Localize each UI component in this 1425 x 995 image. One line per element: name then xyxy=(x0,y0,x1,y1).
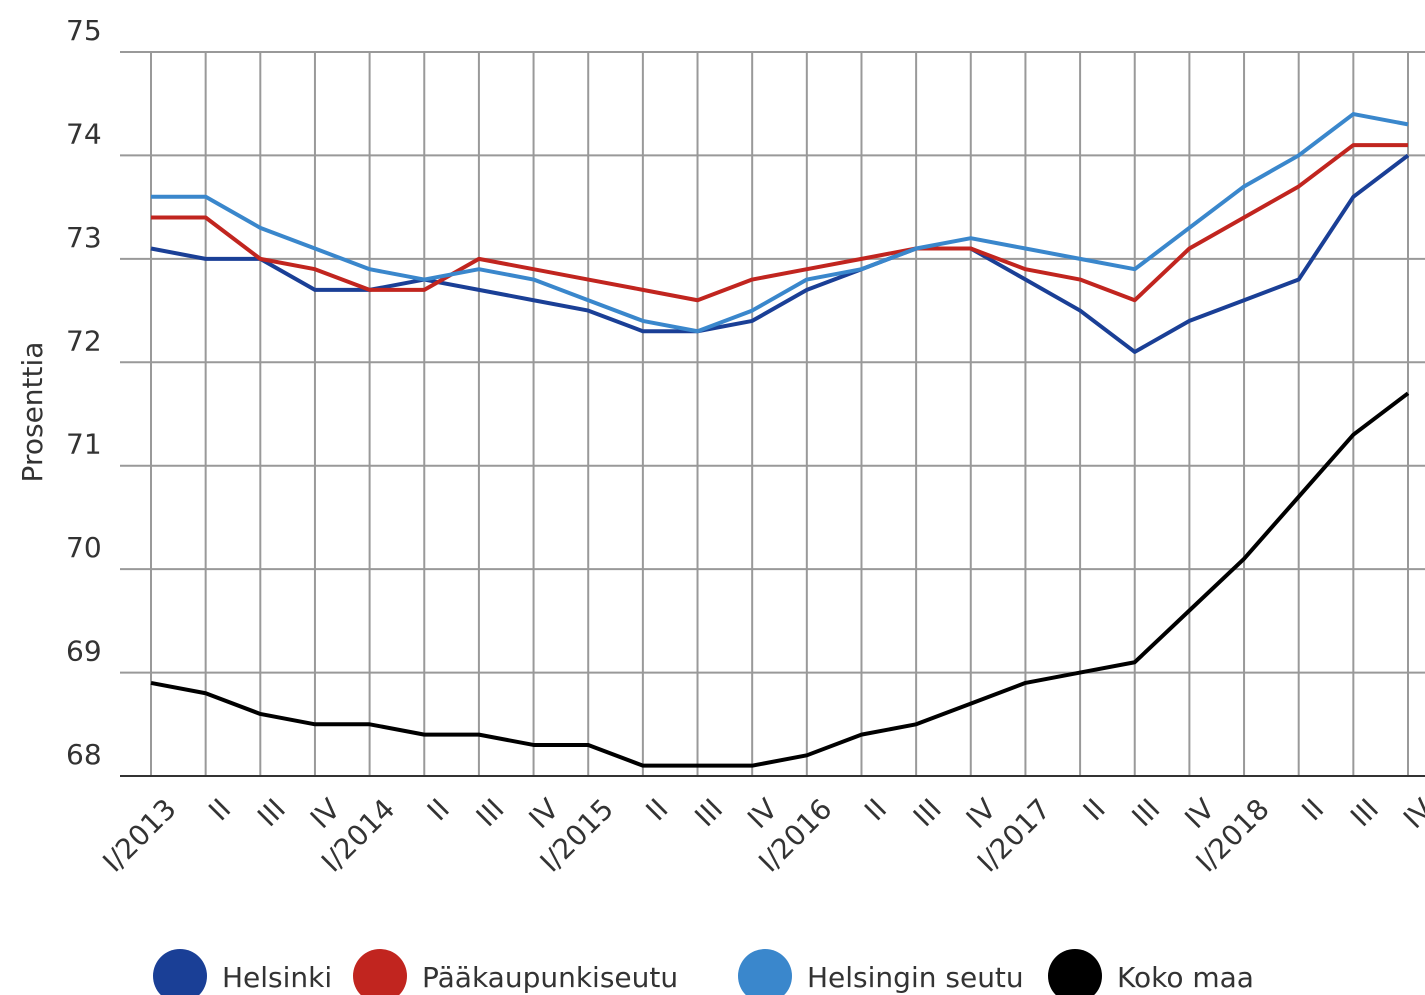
y-tick-label: 74 xyxy=(66,117,102,150)
x-tick-label: IV xyxy=(522,792,565,835)
y-tick-label: 73 xyxy=(66,221,102,254)
x-tick-label: I/2013 xyxy=(96,792,182,878)
x-tick-label: IV xyxy=(741,792,784,835)
series-line xyxy=(151,112,1409,334)
series-line xyxy=(150,153,1410,354)
x-tick-label: IV xyxy=(1397,792,1425,835)
legend-label: Helsingin seutu xyxy=(807,961,1024,994)
y-tick-label: 72 xyxy=(66,324,102,357)
x-tick-label: II xyxy=(640,792,675,827)
x-tick-label: II xyxy=(858,792,893,827)
x-tick-label: III xyxy=(470,792,511,833)
y-axis-label: Prosenttia xyxy=(16,342,49,483)
x-tick-label: II xyxy=(202,792,237,827)
legend-label: Helsinki xyxy=(222,961,332,994)
legend-swatch xyxy=(738,949,792,995)
series-line xyxy=(151,143,1408,303)
x-tick-label: II xyxy=(1077,792,1112,827)
y-tick-label: 71 xyxy=(66,428,102,461)
x-tick-label: III xyxy=(1126,792,1167,833)
y-tick-label: 68 xyxy=(66,738,102,771)
x-tick-label: II xyxy=(421,792,456,827)
x-tick-label: III xyxy=(907,792,948,833)
y-tick-label: 69 xyxy=(66,635,102,668)
series-line xyxy=(150,391,1410,768)
x-tick-label: III xyxy=(1344,792,1385,833)
y-tick-label: 75 xyxy=(66,14,102,47)
x-tick-label: II xyxy=(1295,792,1330,827)
legend-swatch xyxy=(153,949,207,995)
legend-label: Pääkaupunkiseutu xyxy=(422,961,678,994)
x-tick-label: IV xyxy=(304,792,347,835)
legend-swatch xyxy=(353,949,407,995)
legend-label: Koko maa xyxy=(1117,961,1254,994)
x-tick-label: IV xyxy=(960,792,1003,835)
y-tick-label: 70 xyxy=(66,531,102,564)
legend-swatch xyxy=(1048,949,1102,995)
x-tick-label: III xyxy=(688,792,729,833)
x-tick-label: III xyxy=(251,792,292,833)
x-tick-label: IV xyxy=(1178,792,1221,835)
